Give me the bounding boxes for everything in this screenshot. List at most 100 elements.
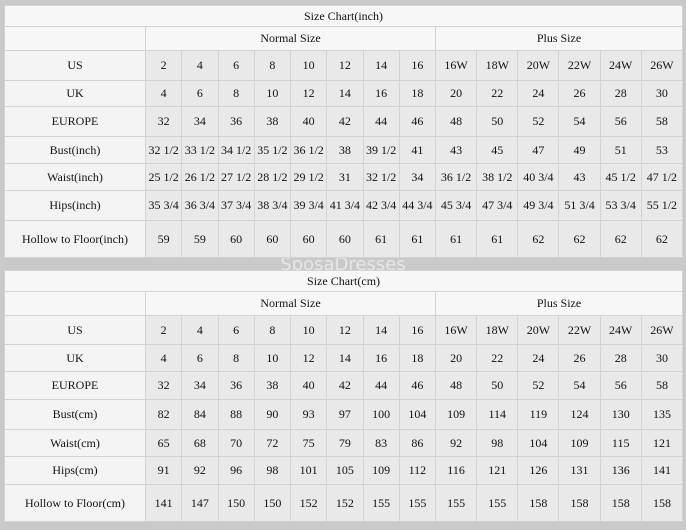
chart-title: Size Chart(inch) xyxy=(4,5,683,27)
size-value: 6 xyxy=(181,344,219,372)
size-value: 4 xyxy=(181,50,219,81)
size-chart-inch: Size Chart(inch) Normal Size Plus Size US… xyxy=(4,5,684,258)
size-value: 60 xyxy=(289,220,328,258)
size-value: 12 xyxy=(289,344,328,372)
row-label: US xyxy=(4,315,146,345)
size-value: 40 xyxy=(289,106,328,137)
size-value: 47 1/2 xyxy=(640,163,684,191)
size-value: 31 xyxy=(326,163,364,191)
size-value: 34 1/2 xyxy=(217,136,255,164)
size-value: 147 xyxy=(181,484,219,522)
size-value: 50 xyxy=(476,371,519,400)
size-value: 24 xyxy=(517,344,560,372)
size-value: 62 xyxy=(517,220,560,258)
size-value: 96 xyxy=(217,456,255,485)
size-value: 115 xyxy=(599,429,642,457)
size-value: 45 1/2 xyxy=(599,163,642,191)
table-row: UK 4 6 8 10 12 14 16 18 20 22 24 26 28 30 xyxy=(4,80,684,107)
size-value: 10 xyxy=(253,80,292,107)
size-value: 50 xyxy=(476,106,519,137)
size-value: 16 xyxy=(398,315,437,345)
size-value: 30 xyxy=(640,80,684,107)
size-chart-cm: Size Chart(cm) Normal Size Plus Size US 2 4… xyxy=(3,270,684,522)
size-value: 28 xyxy=(599,344,642,372)
row-label: Hips(cm) xyxy=(4,456,146,485)
size-value: 62 xyxy=(599,220,642,258)
row-label: UK xyxy=(4,80,146,107)
size-value: 27 1/2 xyxy=(217,163,255,191)
size-value: 158 xyxy=(599,484,642,522)
size-value: 47 3/4 xyxy=(476,190,519,221)
size-value: 33 1/2 xyxy=(181,136,219,164)
size-value: 54 xyxy=(558,106,601,137)
size-value: 158 xyxy=(517,484,560,522)
table-row: Bust(inch) 32 1/2 33 1/2 34 1/2 35 1/2 36 1/2… xyxy=(4,136,684,164)
size-value: 24W xyxy=(599,315,642,345)
size-value: 109 xyxy=(558,429,601,457)
size-value: 35 3/4 xyxy=(144,190,183,221)
size-value: 40 xyxy=(289,371,328,400)
size-value: 155 xyxy=(476,484,519,522)
size-value: 72 xyxy=(253,429,292,457)
size-value: 130 xyxy=(599,399,642,430)
table-row: Hips(inch) 35 3/4 36 3/4 37 3/4 38 3/4 39 3/4… xyxy=(4,190,684,221)
row-label: Waist(inch) xyxy=(4,163,146,191)
size-value: 4 xyxy=(181,315,219,345)
size-value: 75 xyxy=(289,429,328,457)
size-value: 37 3/4 xyxy=(217,190,255,221)
size-value: 58 xyxy=(640,106,684,137)
size-value: 28 xyxy=(599,80,642,107)
size-value: 16 xyxy=(398,50,437,81)
size-value: 98 xyxy=(253,456,292,485)
size-value: 16 xyxy=(362,344,400,372)
size-value: 49 3/4 xyxy=(517,190,560,221)
size-value: 22 xyxy=(476,344,519,372)
size-value: 6 xyxy=(217,50,255,81)
size-value: 104 xyxy=(517,429,560,457)
size-value: 44 3/4 xyxy=(398,190,437,221)
size-value: 124 xyxy=(558,399,601,430)
size-value: 32 xyxy=(144,371,183,400)
size-value: 29 1/2 xyxy=(289,163,328,191)
size-value: 52 xyxy=(517,106,560,137)
size-value: 32 1/2 xyxy=(144,136,183,164)
size-value: 97 xyxy=(326,399,364,430)
size-value: 44 xyxy=(362,106,400,137)
size-value: 39 1/2 xyxy=(362,136,400,164)
size-value: 86 xyxy=(398,429,437,457)
size-value: 32 1/2 xyxy=(362,163,400,191)
size-value: 22W xyxy=(558,315,601,345)
size-value: 34 xyxy=(181,106,219,137)
plus-size-header: Plus Size xyxy=(435,26,683,51)
size-value: 4 xyxy=(144,80,183,107)
row-label: Hips(inch) xyxy=(4,190,146,221)
size-value: 155 xyxy=(362,484,400,522)
size-value: 6 xyxy=(181,80,219,107)
size-value: 46 xyxy=(398,106,437,137)
size-value: 41 xyxy=(398,136,437,164)
table-row: US 2 4 6 8 10 12 14 16 16W 18W 20W 22W 24W 26W xyxy=(4,315,684,345)
size-value: 8 xyxy=(253,50,292,81)
size-value: 30 xyxy=(640,344,684,372)
size-value: 14 xyxy=(362,315,400,345)
size-value: 42 xyxy=(326,106,364,137)
size-value: 42 xyxy=(326,371,364,400)
size-value: 10 xyxy=(289,315,328,345)
size-value: 90 xyxy=(253,399,292,430)
size-value: 14 xyxy=(326,80,364,107)
size-value: 104 xyxy=(398,399,437,430)
size-value: 150 xyxy=(217,484,255,522)
size-value: 2 xyxy=(144,315,183,345)
size-value: 10 xyxy=(289,50,328,81)
size-value: 109 xyxy=(362,456,400,485)
size-value: 24 xyxy=(517,80,560,107)
size-value: 48 xyxy=(434,371,478,400)
size-value: 91 xyxy=(144,456,183,485)
size-value: 46 xyxy=(398,371,437,400)
size-value: 47 xyxy=(517,136,560,164)
size-value: 18W xyxy=(476,315,519,345)
size-value: 20W xyxy=(517,50,560,81)
size-value: 53 3/4 xyxy=(599,190,642,221)
size-value: 70 xyxy=(217,429,255,457)
size-value: 45 3/4 xyxy=(434,190,478,221)
